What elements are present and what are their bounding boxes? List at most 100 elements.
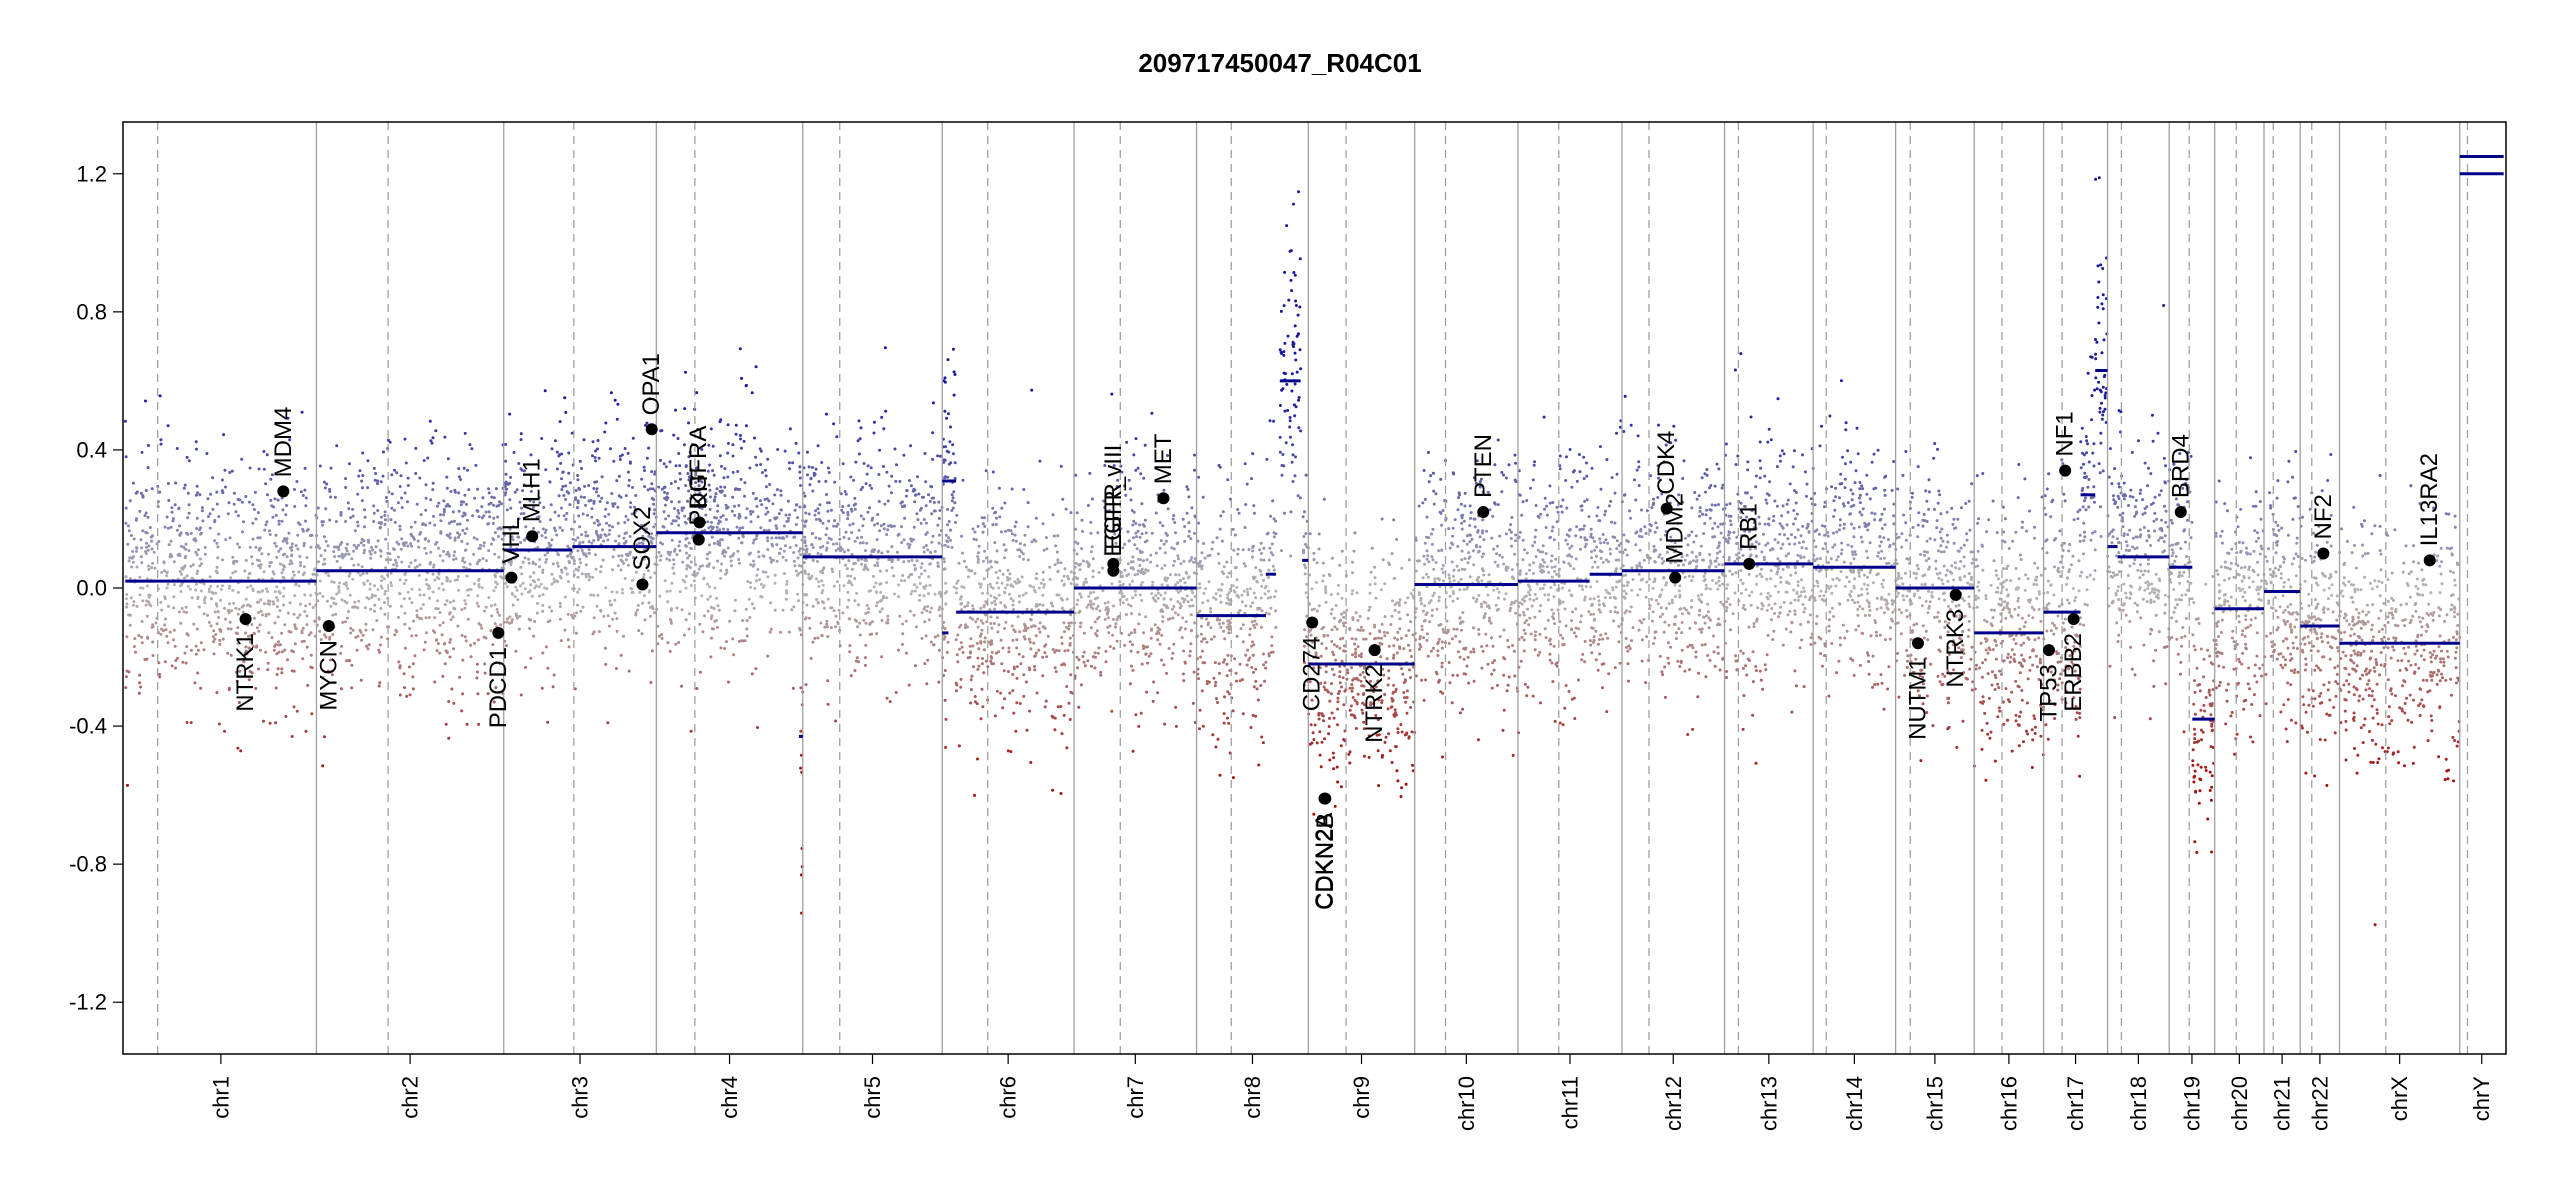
probe-point xyxy=(282,586,286,590)
probe-point xyxy=(865,472,869,476)
probe-point xyxy=(1166,507,1170,511)
probe-point xyxy=(819,546,822,549)
probe-point xyxy=(792,559,796,563)
probe-point xyxy=(402,541,406,545)
probe-point xyxy=(925,609,929,613)
probe-point xyxy=(1054,544,1058,548)
probe-point xyxy=(340,687,343,691)
probe-point xyxy=(211,507,215,511)
probe-point xyxy=(817,580,821,584)
probe-point xyxy=(890,474,894,478)
probe-point xyxy=(433,523,437,527)
probe-point xyxy=(626,518,630,522)
probe-point xyxy=(576,506,580,510)
probe-point xyxy=(318,579,322,583)
probe-point xyxy=(640,523,643,527)
probe-point xyxy=(449,490,453,493)
probe-point xyxy=(252,508,256,511)
probe-point xyxy=(1155,632,1159,636)
probe-point xyxy=(203,601,207,605)
probe-point xyxy=(665,589,669,593)
probe-point xyxy=(1139,711,1143,715)
probe-point xyxy=(199,641,203,645)
probe-point xyxy=(626,470,630,474)
probe-point xyxy=(975,641,979,645)
probe-point xyxy=(1129,498,1133,502)
probe-point xyxy=(1322,574,1326,578)
probe-point xyxy=(215,541,219,545)
probe-point xyxy=(657,485,661,489)
probe-point xyxy=(875,632,879,636)
probe-point xyxy=(1186,488,1190,491)
probe-point xyxy=(797,564,801,568)
probe-point xyxy=(885,596,889,600)
probe-point xyxy=(512,525,515,529)
probe-point xyxy=(273,497,277,501)
probe-point xyxy=(279,547,283,551)
probe-point xyxy=(1378,630,1382,634)
probe-point xyxy=(159,632,163,636)
probe-point xyxy=(1274,609,1277,613)
probe-point xyxy=(799,686,803,690)
probe-point xyxy=(1006,568,1010,572)
probe-point xyxy=(589,498,593,502)
probe-point xyxy=(749,520,753,524)
probe-point xyxy=(518,614,522,618)
probe-point xyxy=(144,530,148,534)
probe-point xyxy=(1022,557,1025,561)
probe-point xyxy=(583,484,587,488)
probe-point xyxy=(1190,598,1194,602)
probe-point xyxy=(549,503,553,507)
probe-point xyxy=(232,491,236,495)
probe-point xyxy=(924,584,928,588)
probe-point xyxy=(1241,640,1245,644)
probe-point xyxy=(925,531,929,535)
probe-point xyxy=(1007,528,1010,532)
probe-point xyxy=(981,530,985,534)
probe-point xyxy=(977,544,981,548)
probe-point xyxy=(1113,532,1117,536)
probe-point xyxy=(541,568,545,572)
probe-point xyxy=(826,635,830,638)
probe-point xyxy=(842,535,846,539)
probe-point xyxy=(1155,564,1159,568)
probe-point xyxy=(1387,676,1391,680)
probe-point xyxy=(530,485,534,488)
probe-point xyxy=(296,547,300,551)
probe-point xyxy=(476,509,480,513)
probe-point xyxy=(388,558,392,562)
probe-point xyxy=(530,594,534,598)
probe-point xyxy=(686,556,690,560)
probe-point xyxy=(1178,606,1182,610)
probe-point xyxy=(508,615,512,619)
probe-point xyxy=(664,517,668,521)
probe-point xyxy=(972,665,975,669)
probe-point xyxy=(1186,576,1190,580)
probe-point xyxy=(1296,313,1300,317)
probe-point xyxy=(1097,646,1101,650)
probe-point xyxy=(1166,606,1170,610)
probe-point xyxy=(377,684,381,688)
probe-point xyxy=(715,487,719,491)
probe-point xyxy=(418,563,422,567)
probe-point xyxy=(1339,744,1343,748)
probe-point xyxy=(1324,670,1328,674)
probe-point xyxy=(846,510,850,514)
probe-point xyxy=(248,545,252,549)
probe-point xyxy=(532,634,536,638)
probe-point xyxy=(522,469,526,473)
probe-point xyxy=(641,538,645,542)
probe-point xyxy=(1046,634,1050,638)
probe-point xyxy=(570,613,574,617)
probe-point xyxy=(1409,592,1413,596)
probe-point xyxy=(293,505,297,508)
probe-point xyxy=(1290,460,1294,464)
probe-point xyxy=(695,391,699,395)
probe-point xyxy=(781,608,785,612)
probe-point xyxy=(1142,647,1145,651)
probe-point xyxy=(257,667,260,671)
probe-point xyxy=(1392,656,1395,660)
probe-point xyxy=(1301,515,1305,519)
probe-point xyxy=(863,663,867,667)
probe-point xyxy=(777,512,781,516)
